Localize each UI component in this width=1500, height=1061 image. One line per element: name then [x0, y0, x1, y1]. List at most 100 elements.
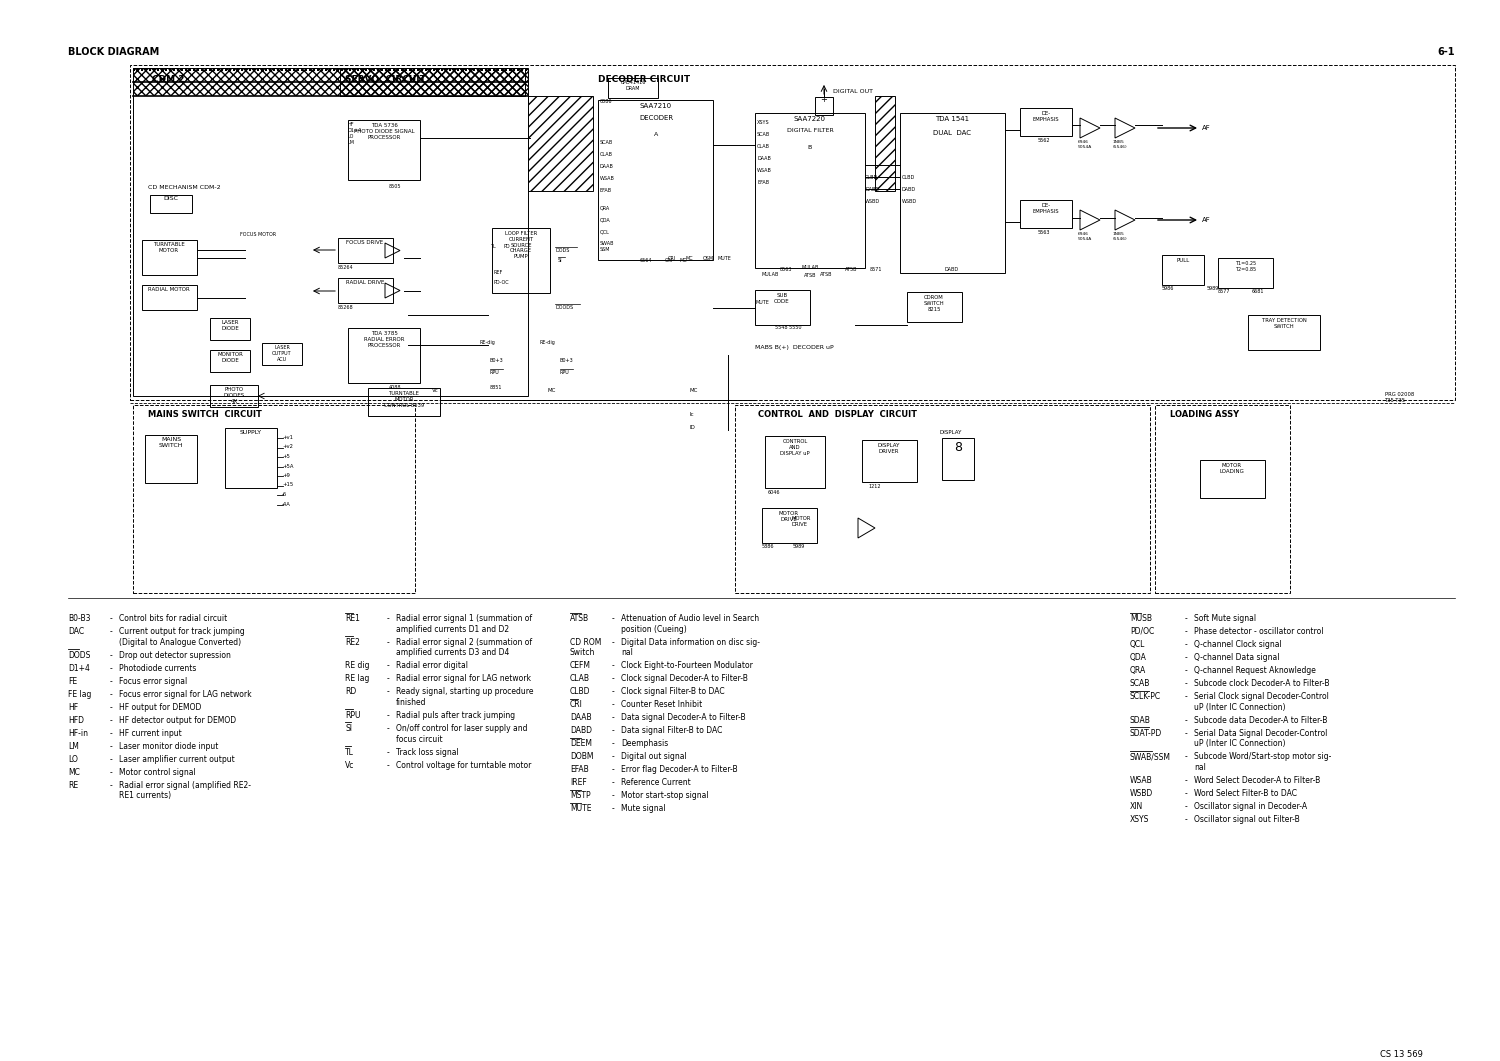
Text: amplified currents D1 and D2: amplified currents D1 and D2 [396, 625, 508, 633]
Text: DODS: DODS [68, 650, 90, 660]
Text: CDROM
SWITCH
8215: CDROM SWITCH 8215 [924, 295, 945, 312]
Bar [160, 68, 164, 71]
Bar [754, 290, 810, 325]
Text: TRAY DETECTION
SWITCH: TRAY DETECTION SWITCH [1262, 318, 1306, 329]
Text: 0086: 0086 [600, 99, 612, 104]
Text: Ready signal, starting up procedure: Ready signal, starting up procedure [396, 688, 534, 696]
Text: A: A [654, 132, 658, 137]
Text: RE-dig: RE-dig [540, 340, 556, 345]
Bar [304, 68, 307, 71]
Bar [368, 388, 440, 416]
Bar [158, 68, 159, 71]
Text: ID: ID [690, 425, 696, 430]
Text: -: - [612, 675, 615, 683]
Text: MC: MC [548, 388, 556, 393]
Bar [405, 68, 406, 71]
Bar [220, 68, 224, 71]
Text: Radial error signal 1 (summation of: Radial error signal 1 (summation of [396, 614, 532, 623]
Text: RE1: RE1 [345, 614, 360, 623]
Text: DAAB: DAAB [570, 713, 591, 723]
Bar [369, 68, 370, 71]
Text: ATSB: ATSB [804, 273, 816, 278]
Text: -: - [1185, 815, 1188, 824]
Text: QDA: QDA [600, 218, 610, 222]
Text: QRA: QRA [600, 205, 610, 210]
Text: RE-dig: RE-dig [480, 340, 496, 345]
Text: +5: +5 [282, 454, 290, 459]
Bar [134, 405, 416, 593]
Text: Word Select Decoder-A to Filter-B: Word Select Decoder-A to Filter-B [1194, 776, 1320, 785]
Text: DUAL  DAC: DUAL DAC [933, 131, 970, 136]
Text: 5989: 5989 [1208, 286, 1219, 291]
Bar [598, 100, 712, 260]
Text: -: - [1185, 776, 1188, 785]
Text: -: - [612, 727, 615, 735]
Bar [608, 79, 658, 98]
Bar [376, 68, 380, 71]
Bar [340, 68, 344, 71]
Bar [460, 68, 464, 71]
Text: SCAB: SCAB [600, 140, 613, 145]
Text: 85268: 85268 [338, 305, 354, 310]
Text: 6-1: 6-1 [1437, 47, 1455, 57]
Text: LASER
DIODE: LASER DIODE [220, 320, 238, 331]
Text: RADIAL DRIVE: RADIAL DRIVE [346, 280, 384, 285]
Text: PD-OC: PD-OC [494, 280, 510, 285]
Text: MAINS SWITCH  CIRCUIT: MAINS SWITCH CIRCUIT [148, 410, 262, 419]
Text: RE: RE [68, 781, 78, 789]
Text: 5886: 5886 [762, 544, 774, 549]
Text: CONTROL
AND
DISPLAY uP: CONTROL AND DISPLAY uP [780, 439, 810, 455]
Text: Control voltage for turntable motor: Control voltage for turntable motor [396, 761, 531, 769]
Text: CRI: CRI [664, 258, 674, 263]
Text: -: - [1185, 666, 1188, 675]
Bar [393, 68, 394, 71]
Text: MOTOR
DRIVE: MOTOR DRIVE [778, 511, 800, 522]
Text: WSBD: WSBD [865, 199, 880, 204]
Text: HF detector output for DEMOD: HF detector output for DEMOD [118, 716, 236, 725]
Text: MUSB: MUSB [1130, 614, 1152, 623]
Text: WSAB: WSAB [758, 168, 772, 173]
Bar [482, 68, 483, 71]
Bar [520, 68, 524, 71]
Text: TDA 1541: TDA 1541 [934, 116, 969, 122]
Text: -: - [612, 661, 615, 671]
Bar [477, 68, 478, 71]
Text: -: - [612, 752, 615, 762]
Bar [130, 65, 1455, 400]
Text: DABD: DABD [902, 187, 916, 192]
Text: -: - [612, 792, 615, 800]
Text: MC: MC [690, 388, 699, 393]
Bar [492, 228, 550, 293]
Bar [352, 68, 356, 71]
Text: Subcode clock Decoder-A to Filter-B: Subcode clock Decoder-A to Filter-B [1194, 679, 1329, 688]
Bar [249, 68, 250, 71]
Text: -6: -6 [282, 492, 288, 497]
Text: DABD: DABD [945, 267, 958, 272]
Text: -: - [387, 761, 390, 769]
Bar [762, 508, 818, 543]
Text: +5A: +5A [282, 464, 294, 469]
Bar [338, 238, 393, 263]
Text: LO: LO [68, 754, 78, 764]
Text: DOBM: DOBM [570, 752, 594, 762]
Polygon shape [1114, 118, 1136, 138]
Text: DABD: DABD [570, 727, 592, 735]
Bar [506, 68, 507, 71]
Text: -: - [110, 690, 112, 698]
Bar [142, 285, 196, 310]
Text: PRG 02008
T35-T35: PRG 02008 T35-T35 [1384, 392, 1414, 403]
Bar [142, 240, 196, 275]
Text: B0+3: B0+3 [490, 358, 504, 363]
Text: SI: SI [558, 258, 562, 263]
Text: -: - [387, 724, 390, 733]
Text: SCLK-PC: SCLK-PC [1130, 692, 1161, 701]
Text: FE: FE [68, 677, 76, 685]
Text: 8505: 8505 [388, 184, 402, 189]
Text: Focus error signal for LAG network: Focus error signal for LAG network [118, 690, 252, 698]
Bar [1248, 315, 1320, 350]
Text: DODS: DODS [555, 248, 570, 253]
Bar [292, 68, 296, 71]
Text: DECODER CIRCUIT: DECODER CIRCUIT [598, 75, 690, 84]
Bar [230, 68, 231, 71]
Text: Subcode Word/Start-stop motor sig-: Subcode Word/Start-stop motor sig- [1194, 752, 1332, 762]
